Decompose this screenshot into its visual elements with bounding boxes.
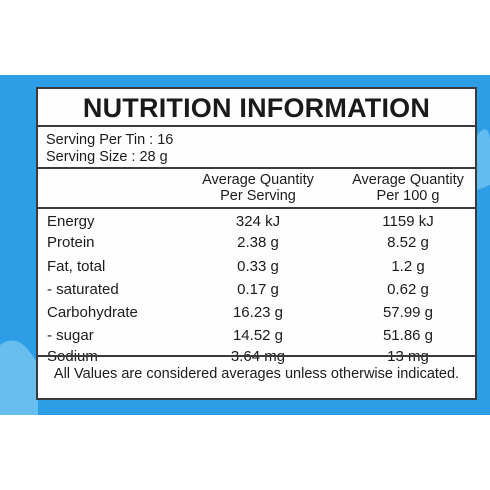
nutrition-panel: NUTRITION INFORMATION Serving Per Tin : … — [36, 87, 477, 400]
per-100g-value: 1.2 g — [391, 258, 425, 275]
nutrient-row-sugar: - sugar 14.52 g 51.86 g — [38, 325, 475, 346]
per-100g-value: 0.62 g — [387, 281, 429, 298]
serving-per-tin: Serving Per Tin : 16 — [46, 132, 174, 148]
per-serving-header-line1: Average Quantity — [202, 172, 314, 188]
nutrient-row-energy: Energy 324 kJ 1159 kJ — [38, 211, 475, 232]
per-serving-value: 324 kJ — [235, 213, 281, 230]
background-decoration — [0, 129, 490, 415]
nutrient-row-fat-total: Fat, total 0.33 g 1.2 g — [38, 256, 475, 277]
per-100g-value: 57.99 g — [382, 304, 434, 321]
per-100g-header-line1: Average Quantity — [352, 172, 464, 188]
serving-size: Serving Size : 28 g — [46, 149, 168, 165]
per-100g-value: 1159 kJ — [382, 213, 434, 230]
nutrient-name: Carbohydrate — [47, 304, 138, 321]
nutrient-name: Fat, total — [47, 258, 106, 275]
column-headers: Average Quantity Per Serving Average Qua… — [38, 169, 475, 209]
per-100g-value: 51.86 g — [382, 327, 434, 344]
per-serving-value: 14.52 g — [232, 327, 284, 344]
per-serving-value: 0.33 g — [237, 258, 279, 275]
per-serving-value: 0.17 g — [237, 281, 279, 298]
nutrient-name: - sugar — [47, 327, 94, 344]
per-serving-value: 16.23 g — [232, 304, 284, 321]
nutrient-row-carbohydrate: Carbohydrate 16.23 g 57.99 g — [38, 302, 475, 323]
per-serving-header-line2: Per Serving — [220, 188, 296, 204]
footer-note: All Values are considered averages unles… — [38, 355, 475, 398]
nutrient-row-saturated: - saturated 0.17 g 0.62 g — [38, 279, 475, 300]
serving-info: Serving Per Tin : 16 Serving Size : 28 g — [38, 127, 475, 169]
cloud-shape-left — [0, 340, 38, 415]
panel-title: NUTRITION INFORMATION — [38, 89, 475, 127]
nutrient-name: - saturated — [47, 281, 119, 298]
per-serving-value: 2.38 g — [237, 234, 279, 251]
nutrient-row-protein: Protein 2.38 g 8.52 g — [38, 232, 475, 253]
per-serving-header: Average Quantity Per Serving — [178, 172, 338, 204]
per-100g-header: Average Quantity Per 100 g — [338, 172, 478, 204]
nutrient-rows: Energy 324 kJ 1159 kJ Protein 2.38 g 8.5… — [38, 209, 475, 365]
nutrient-name: Energy — [47, 213, 95, 230]
nutrient-name: Protein — [47, 234, 95, 251]
per-100g-value: 8.52 g — [387, 234, 429, 251]
per-100g-header-line2: Per 100 g — [376, 188, 440, 204]
cloud-shape-right — [477, 129, 490, 190]
